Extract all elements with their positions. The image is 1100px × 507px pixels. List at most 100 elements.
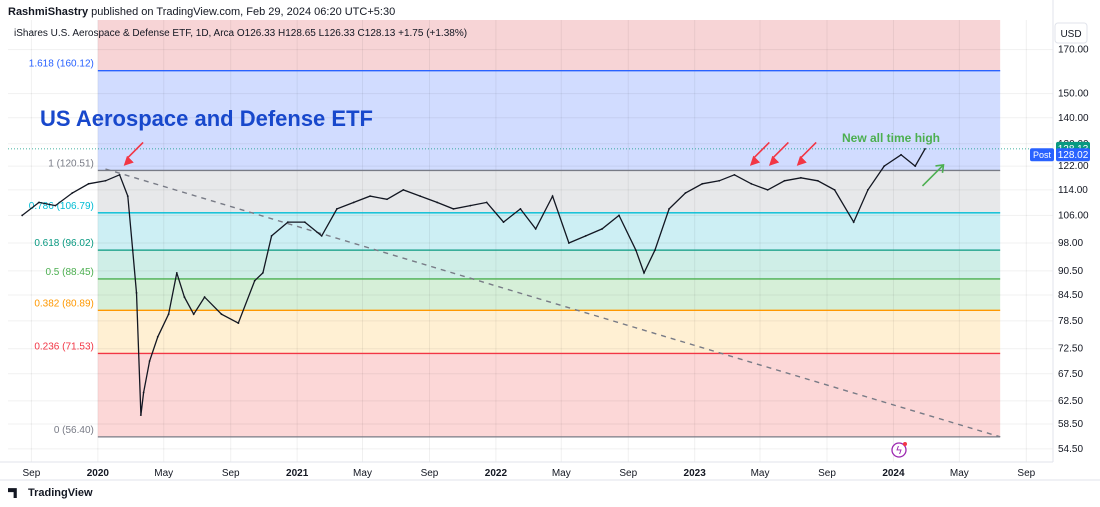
price-axis[interactable] [1053,20,1100,462]
price-point [142,391,145,394]
fib-zone-1 [97,170,1001,213]
price-point [118,173,121,176]
price-point [816,179,819,182]
publisher-text: published on TradingView.com, Feb 29, 20… [91,6,396,18]
price-point [924,147,926,150]
currency-label: USD [1060,29,1081,40]
price-point [519,207,522,210]
price-point [175,271,178,274]
price-point [601,228,604,230]
price-point [192,313,195,316]
x-tick-label: 2020 [87,468,110,479]
fib-label-0.5: 0.5 (88.45) [45,267,93,278]
fib-label-0.236: 0.236 (71.53) [34,341,94,352]
red-arrow[interactable] [768,141,789,166]
price-point [783,179,786,182]
price-point [419,195,422,198]
price-point [131,249,134,252]
fib-zone-0.786 [97,212,1001,251]
currency-button[interactable] [1054,22,1088,44]
price-point [469,204,472,207]
x-tick-label: May [552,468,571,479]
price-point [900,153,902,156]
y-tick-label: 54.50 [1058,444,1083,455]
events-dot [903,442,907,446]
y-tick-label: 78.50 [1058,316,1083,327]
y-tick-label: 106.00 [1058,210,1089,221]
red-arrow[interactable] [796,141,817,166]
price-point [261,271,264,274]
x-tick-label: 2023 [684,468,707,479]
price-point [750,182,753,185]
green-arrow-head [935,163,945,174]
price-point [567,242,570,244]
price-point [668,207,670,210]
publisher-header: RashmiShastry published on TradingView.c… [8,6,395,18]
events-icon[interactable] [891,442,907,458]
red-arrow[interactable] [123,141,144,166]
fib-label-1: 1 (120.51) [48,158,94,169]
x-tick-label: Sep [818,468,836,479]
price-point [287,221,289,224]
green-arrow[interactable] [921,165,944,187]
fib-label-0.618: 0.618 (96.02) [34,238,94,249]
y-tick-label: 150.00 [1058,89,1089,100]
price-point [643,271,645,274]
tradingview-logo[interactable]: TradingView [8,487,93,499]
price-point [104,179,107,182]
price-point [684,192,687,194]
price-point [38,201,40,204]
price-point [54,204,57,207]
x-tick-label: 2022 [485,468,508,479]
price-point [402,189,405,191]
post-price-label: 128.02 [1058,150,1089,161]
fib-label-0: 0 (56.40) [54,425,94,436]
events-icon-glyph: ϟ [895,444,902,457]
price-point [21,214,24,217]
price-point [156,335,159,338]
post-price-badge[interactable] [1056,148,1090,162]
fib-label-1.618: 1.618 (160.12) [29,59,94,70]
price-point [654,249,656,252]
price-point [584,234,587,237]
price-point [237,322,240,324]
x-tick-label: Sep [619,468,637,479]
y-tick-label: 62.50 [1058,396,1083,407]
post-tag [1030,148,1054,162]
price-point [436,201,439,204]
y-tick-label: 170.00 [1058,45,1089,56]
price-point [71,192,74,194]
x-tick-label: Sep [1017,468,1035,479]
fib-label-0.786: 0.786 (106.79) [29,201,94,212]
fib-label-0.382: 0.382 (80.89) [34,298,94,309]
y-tick-label: 114.00 [1058,185,1088,196]
price-point [701,182,704,185]
tradingview-icon [8,488,17,499]
y-tick-label: 98.00 [1058,238,1083,249]
price-point [485,201,488,204]
price-point [852,221,855,224]
publisher-name[interactable]: RashmiShastry [8,6,89,18]
price-point [352,201,355,204]
price-point [914,165,917,168]
y-tick-label: 67.50 [1058,369,1083,380]
price-point [270,234,273,237]
ath-annotation: New all time high [842,131,940,145]
symbol-legend[interactable]: iShares U.S. Aerospace & Defense ETF, 1D… [14,28,467,39]
price-point [87,182,90,185]
price-point [369,195,372,198]
price-point [386,198,388,201]
x-tick-label: Sep [23,468,41,479]
price-point [618,214,620,217]
x-tick-label: 2021 [286,468,309,479]
x-tick-label: May [353,468,372,479]
red-arrow[interactable] [749,141,770,166]
price-point [733,173,736,176]
price-point [183,296,186,298]
y-tick-label: 58.50 [1058,419,1083,430]
fib-zone-0.236 [97,353,1001,437]
fib-zone-top [97,20,1001,71]
x-tick-label: Sep [222,468,240,479]
price-point [253,279,256,282]
